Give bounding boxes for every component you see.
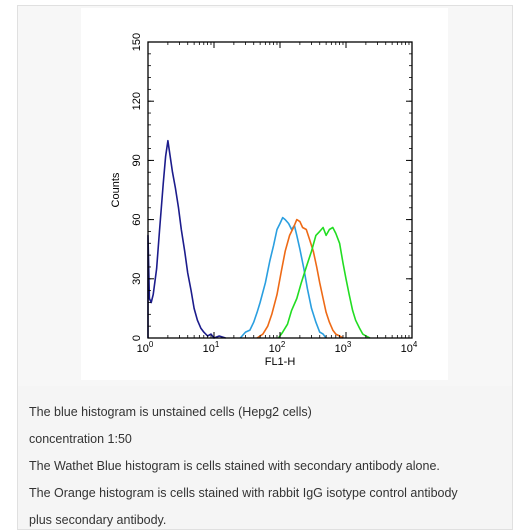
y-tick-label-0: 0 <box>131 335 143 341</box>
caption-line-3: The Wathet Blue histogram is cells stain… <box>29 459 440 473</box>
figure-caption: The blue histogram is unstained cells (H… <box>18 386 512 529</box>
caption-line-1: The blue histogram is unstained cells (H… <box>29 405 312 419</box>
y-tick-label-1: 30 <box>131 273 143 285</box>
series-line-1 <box>147 139 226 339</box>
figure-panel: 100 101 102 103 104 FL1-H 0 30 60 90 120 150 Counts <box>18 6 512 384</box>
caption-line-4: The Orange histogram is cells stained wi… <box>29 486 458 500</box>
x-tick-exponent: 4 <box>413 340 418 349</box>
x-tick-label-1: 101 <box>203 340 220 355</box>
x-tick-exponent: 0 <box>149 340 154 349</box>
y-tick-label-4: 120 <box>131 92 143 110</box>
product-figure-card: 100 101 102 103 104 FL1-H 0 30 60 90 120 150 Counts … <box>17 5 513 530</box>
caption-line-2: concentration 1:50 <box>29 432 132 446</box>
x-tick-label-4: 104 <box>401 340 418 355</box>
caption-line-5: plus secondary antibody. <box>29 513 167 527</box>
x-tick-label-0: 100 <box>137 340 154 355</box>
plot-frame <box>147 41 413 339</box>
x-tick-exponent: 2 <box>281 340 286 349</box>
series-line-3 <box>256 218 344 339</box>
x-tick-exponent: 1 <box>215 340 220 349</box>
y-tick-label-5: 150 <box>131 33 143 51</box>
x-tick-exponent: 3 <box>347 340 352 349</box>
y-axis-label: Counts <box>110 172 122 207</box>
series-line-2 <box>239 216 327 339</box>
series-line-4 <box>277 226 371 339</box>
x-tick-label-2: 102 <box>269 340 286 355</box>
x-tick-label-3: 103 <box>335 340 352 355</box>
y-tick-label-2: 60 <box>131 213 143 225</box>
flow-cytometry-histogram: 100 101 102 103 104 FL1-H 0 30 60 90 120 150 Counts <box>81 8 448 380</box>
x-axis-label: FL1-H <box>265 356 296 368</box>
series-layer <box>147 139 371 339</box>
y-tick-label-3: 90 <box>131 154 143 166</box>
